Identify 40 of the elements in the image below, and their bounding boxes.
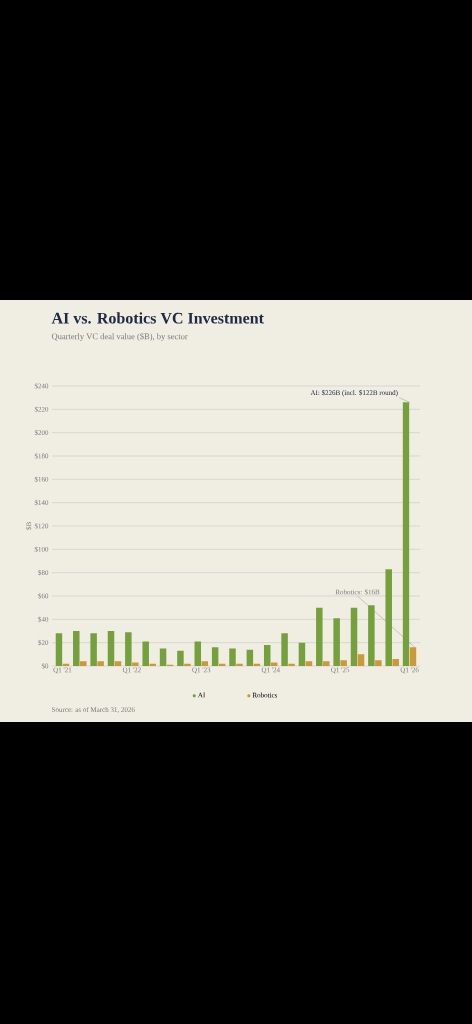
bar xyxy=(177,650,184,666)
bar xyxy=(211,647,219,666)
bar xyxy=(236,663,243,666)
bar xyxy=(263,644,271,666)
bar xyxy=(107,630,115,666)
bar xyxy=(385,569,392,666)
bar xyxy=(298,642,306,666)
bar xyxy=(80,661,87,666)
bar xyxy=(159,648,167,666)
bar xyxy=(125,632,132,666)
bar xyxy=(350,607,358,666)
bar xyxy=(392,658,399,666)
bar xyxy=(281,633,288,666)
bar xyxy=(142,641,149,666)
bar xyxy=(409,647,417,666)
bar xyxy=(340,660,347,666)
bar xyxy=(73,630,80,666)
bar xyxy=(55,633,63,666)
bar xyxy=(288,663,295,666)
bar xyxy=(90,633,97,666)
chart-title: AI vs. Robotics VC Investment xyxy=(51,312,264,324)
bar xyxy=(323,661,330,666)
bar xyxy=(132,662,139,666)
bar xyxy=(184,663,191,666)
bar xyxy=(246,649,254,666)
bar xyxy=(368,605,375,666)
chart-subtitle: Quarterly VC deal value ($B), by sector xyxy=(51,333,188,341)
bar xyxy=(270,662,278,666)
bar xyxy=(333,618,340,666)
bar xyxy=(114,661,122,666)
bar xyxy=(194,641,202,666)
bar xyxy=(97,661,104,666)
bar xyxy=(305,661,313,666)
bar xyxy=(316,607,323,666)
bar xyxy=(357,654,365,666)
bar xyxy=(201,661,209,666)
bar xyxy=(375,660,382,666)
bar xyxy=(149,663,156,666)
bar xyxy=(402,402,410,666)
bar xyxy=(229,648,236,666)
